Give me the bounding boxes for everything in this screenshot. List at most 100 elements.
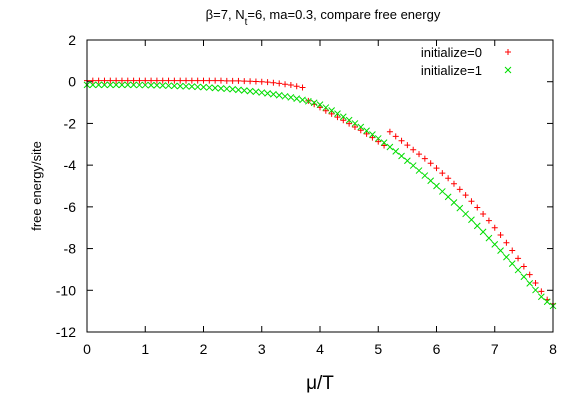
- data-point: [177, 77, 184, 84]
- data-point: [462, 192, 469, 199]
- y-tick-label: 2: [68, 32, 76, 48]
- data-point: [136, 81, 143, 89]
- x-tick-label: 6: [433, 341, 441, 357]
- data-point: [433, 182, 440, 190]
- data-point: [246, 87, 254, 95]
- data-point: [380, 139, 388, 146]
- data-point: [386, 128, 393, 135]
- x-tick-label: 5: [374, 341, 382, 357]
- legend-label: initialize=0: [421, 45, 482, 60]
- data-point: [514, 266, 522, 274]
- data-point: [176, 82, 184, 90]
- data-point: [392, 148, 400, 155]
- data-point: [526, 271, 533, 278]
- data-point: [334, 110, 341, 117]
- data-point: [275, 91, 283, 99]
- y-tick-label: -2: [64, 115, 77, 131]
- data-point: [194, 83, 202, 91]
- data-point: [404, 157, 411, 165]
- data-point: [456, 186, 463, 193]
- series-1: [84, 77, 556, 307]
- y-tick-label: -6: [64, 199, 77, 215]
- data-point: [141, 81, 149, 89]
- data-point: [375, 138, 382, 145]
- data-point: [468, 198, 475, 205]
- data-point: [415, 167, 423, 174]
- x-tick-label: 2: [200, 341, 208, 357]
- data-point: [247, 78, 254, 85]
- data-point: [130, 81, 137, 89]
- data-point: [392, 133, 399, 140]
- data-point: [503, 239, 510, 246]
- x-tick-label: 3: [258, 341, 266, 357]
- y-tick-labels: 2 0 -2 -4 -6 -8 -10 -12: [56, 32, 76, 340]
- x-tick-label: 7: [491, 341, 499, 357]
- y-tick-label: -12: [56, 324, 76, 340]
- data-point: [124, 81, 132, 89]
- x-tick-label: 0: [83, 341, 91, 357]
- data-point: [468, 216, 475, 224]
- data-point: [497, 232, 504, 239]
- data-point: [479, 228, 487, 236]
- data-point: [398, 137, 405, 144]
- data-point: [497, 247, 504, 255]
- data-point: [503, 253, 510, 261]
- x-tick-labels: 0 1 2 3 4 5 6 7 8: [83, 341, 557, 357]
- data-point: [386, 143, 394, 151]
- plot-frame: [86, 39, 554, 333]
- y-tick-label: -8: [64, 241, 77, 257]
- data-point: [101, 81, 108, 89]
- data-point: [276, 80, 283, 87]
- data-point: [416, 151, 423, 158]
- y-tick-label: 0: [68, 74, 76, 90]
- legend-marker: [504, 66, 512, 74]
- data-point: [282, 81, 289, 88]
- data-point: [322, 104, 330, 111]
- data-point: [427, 177, 435, 185]
- x-axis-label: μ/T: [306, 373, 334, 394]
- data-point: [357, 123, 365, 131]
- chart-title-sub: t: [245, 17, 248, 28]
- data-point: [421, 172, 429, 179]
- data-point: [304, 97, 312, 105]
- data-point: [147, 81, 155, 89]
- data-point: [409, 162, 417, 169]
- data-point: [264, 79, 271, 86]
- data-point: [229, 77, 236, 84]
- data-point: [433, 165, 440, 172]
- data-point: [340, 117, 347, 124]
- legend-label: initialize=1: [421, 63, 482, 78]
- data-point: [241, 78, 248, 85]
- data-point: [182, 82, 190, 90]
- data-point: [188, 77, 195, 84]
- data-point: [473, 222, 481, 230]
- data-point: [339, 113, 347, 121]
- data-point: [217, 85, 225, 92]
- data-point: [532, 286, 539, 294]
- data-point: [532, 279, 539, 286]
- data-point: [474, 204, 481, 211]
- data-point: [334, 114, 341, 121]
- x-tick-label: 8: [549, 341, 557, 357]
- data-point: [206, 77, 213, 84]
- data-point: [165, 77, 172, 84]
- data-point: [491, 224, 498, 231]
- data-point: [200, 77, 207, 84]
- legend-marker: [505, 49, 511, 55]
- data-point: [118, 81, 126, 89]
- data-point: [421, 155, 428, 162]
- data-point: [287, 94, 295, 101]
- data-point: [95, 81, 103, 89]
- data-point: [211, 84, 219, 92]
- data-point: [543, 298, 551, 306]
- data-point: [212, 77, 219, 84]
- data-point: [130, 77, 137, 84]
- data-point: [374, 135, 382, 142]
- data-point: [328, 107, 336, 114]
- data-point: [171, 77, 178, 84]
- data-point: [410, 146, 417, 153]
- x-tick-label: 1: [141, 341, 149, 357]
- data-point: [404, 142, 411, 149]
- data-point: [89, 77, 96, 84]
